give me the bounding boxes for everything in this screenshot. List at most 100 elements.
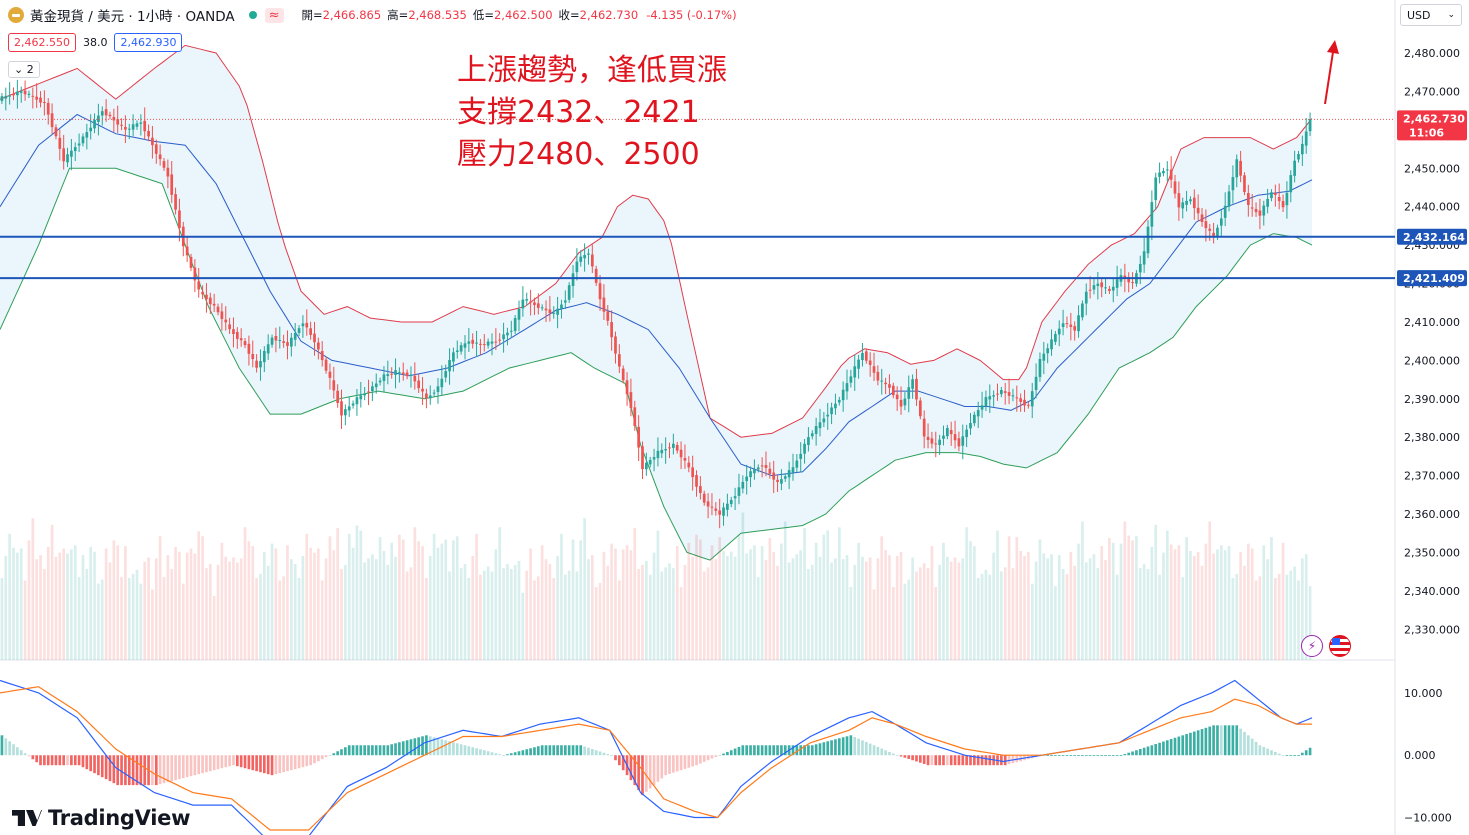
volume-bar	[81, 555, 85, 660]
candle-body	[980, 405, 984, 410]
candle-body	[46, 102, 50, 115]
candle-body	[533, 302, 536, 305]
volume-bar	[652, 552, 656, 660]
volume-bar	[949, 561, 953, 660]
macd-histogram-bar	[1104, 755, 1107, 757]
macd-histogram-bar	[301, 755, 305, 768]
candle-body	[891, 385, 895, 396]
volume-bar	[1200, 565, 1204, 660]
volume-bar	[919, 567, 922, 660]
candle-body	[718, 510, 722, 515]
volume-bar	[440, 543, 444, 660]
candle-body	[764, 465, 768, 468]
volume-bar	[567, 570, 571, 660]
volume-bar	[112, 540, 116, 660]
macd-histogram-bar	[764, 745, 768, 756]
candle-body	[43, 101, 46, 103]
volume-bar	[428, 555, 432, 660]
macd-histogram-bar	[143, 755, 147, 786]
volume-bar	[1030, 583, 1034, 660]
macd-histogram-bar	[756, 745, 760, 756]
candle-body	[440, 378, 444, 388]
volume-bar	[529, 548, 532, 660]
candle-body	[965, 429, 968, 438]
candle-body	[540, 307, 544, 309]
candle-body	[741, 481, 745, 489]
volume-bar	[247, 541, 251, 660]
macd-histogram-bar	[814, 744, 818, 756]
candle-body	[602, 297, 606, 312]
tradingview-logo[interactable]: TradingView	[12, 806, 190, 830]
candle-body	[610, 322, 613, 338]
macd-histogram-bar	[930, 755, 934, 766]
candle-body	[39, 97, 42, 103]
macd-histogram-bar	[425, 735, 428, 756]
price-tick-label: 2,330.000	[1404, 623, 1460, 636]
volume-bar	[988, 574, 992, 660]
us-flag-icon[interactable]	[1329, 635, 1351, 657]
candle-body	[332, 380, 336, 391]
volume-bar	[328, 536, 332, 660]
macd-histogram-bar	[726, 751, 729, 756]
candle-body	[486, 341, 490, 346]
macd-histogram-bar	[1081, 755, 1084, 757]
macd-histogram-bar	[849, 735, 853, 756]
candle-body	[193, 267, 197, 281]
sell-button[interactable]: 2,462.550	[8, 33, 76, 52]
volume-bar	[228, 561, 231, 660]
macd-histogram-bar	[610, 755, 613, 757]
collapse-indicators-button[interactable]: ⌄ 2	[8, 61, 40, 78]
candle-body	[1301, 143, 1304, 155]
volume-bar	[953, 557, 957, 660]
candle-body	[787, 470, 791, 478]
volume-bar	[309, 547, 312, 660]
volume-bar	[212, 596, 216, 660]
wave-icon[interactable]: ≈	[264, 7, 284, 23]
candle-body	[490, 341, 494, 344]
volume-bar	[1162, 552, 1165, 660]
flash-icon[interactable]: ⚡	[1301, 635, 1323, 657]
buy-button[interactable]: 2,462.930	[114, 33, 183, 52]
macd-histogram-bar	[544, 745, 548, 756]
tv-mark-icon	[12, 809, 42, 827]
macd-histogram-bar	[830, 740, 833, 756]
candle-body	[973, 414, 976, 424]
candle-body	[27, 93, 31, 95]
candle-body	[509, 330, 513, 332]
volume-bar	[1239, 551, 1242, 660]
volume-bar	[490, 571, 494, 660]
volume-bar	[259, 573, 262, 660]
candle-body	[174, 194, 177, 210]
candle-body	[903, 398, 907, 406]
volume-bar	[23, 580, 27, 660]
candle-body	[1100, 282, 1104, 288]
volume-bar	[756, 577, 760, 660]
candle-body	[1285, 192, 1289, 206]
macd-histogram-bar	[185, 755, 189, 778]
currency-select[interactable]: USD ⌄	[1400, 4, 1462, 26]
macd-histogram-bar	[934, 755, 938, 766]
volume-bar	[1065, 573, 1069, 660]
volume-bar	[513, 564, 517, 660]
candle-body	[1239, 160, 1242, 176]
candle-body	[212, 303, 216, 306]
macd-histogram-bar	[602, 752, 606, 756]
candle-body	[749, 471, 752, 478]
candle-body	[760, 465, 764, 467]
price-tick-label: 2,480.000	[1404, 47, 1460, 60]
volume-bar	[278, 580, 282, 660]
volume-bar	[1270, 537, 1273, 660]
candle-body	[529, 301, 532, 303]
macd-histogram-bar	[1065, 755, 1069, 757]
signal-line	[0, 686, 1312, 831]
symbol-title[interactable]: 黃金現貨 / 美元 · 1小時 · OANDA	[30, 9, 235, 25]
macd-histogram-bar	[486, 751, 490, 756]
candle-body	[695, 475, 698, 487]
macd-histogram-bar	[232, 755, 235, 766]
volume-bar	[1150, 546, 1154, 660]
volume-bar	[286, 545, 289, 660]
volume-bar	[1007, 536, 1011, 660]
support-price-tag	[1397, 270, 1467, 287]
